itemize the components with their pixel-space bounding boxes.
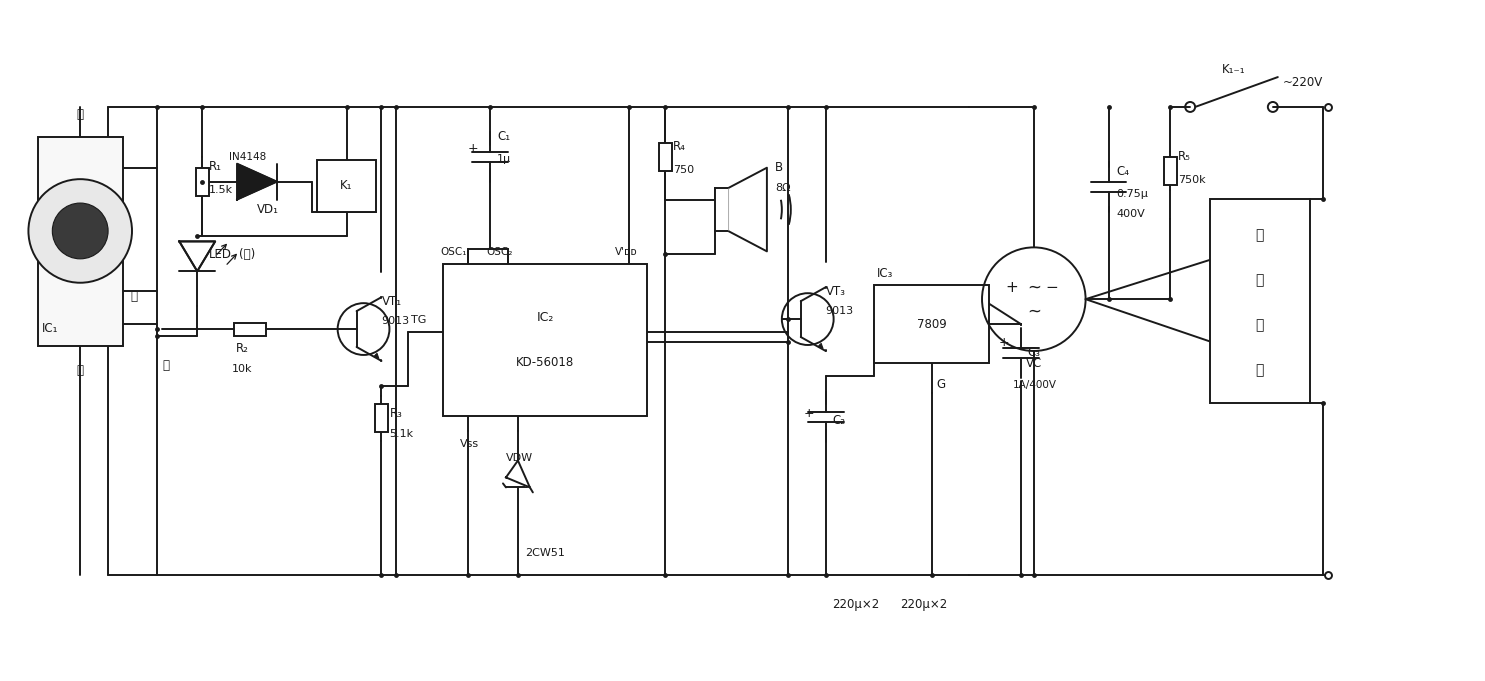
Text: +: +: [468, 142, 478, 155]
Text: Vss: Vss: [460, 439, 480, 449]
Text: IC₂: IC₂: [536, 311, 554, 323]
Text: +: +: [803, 407, 814, 420]
Text: 10k: 10k: [232, 364, 252, 374]
Text: OSC₁: OSC₁: [440, 247, 466, 257]
Text: V'ᴅᴅ: V'ᴅᴅ: [615, 247, 637, 257]
Text: IC₁: IC₁: [42, 321, 58, 334]
Text: 0.75μ: 0.75μ: [1117, 189, 1148, 199]
Text: 1A/400V: 1A/400V: [1013, 380, 1057, 390]
Text: 红: 红: [77, 108, 83, 121]
Text: 执: 执: [1256, 228, 1264, 242]
Text: OSC₂: OSC₂: [486, 247, 512, 257]
Bar: [235, 323, 266, 336]
Text: C₃: C₃: [1028, 347, 1041, 360]
Bar: [316, 160, 377, 212]
Polygon shape: [729, 168, 766, 251]
Bar: [1210, 199, 1310, 402]
Bar: [443, 264, 647, 415]
Text: 750: 750: [673, 165, 695, 175]
Text: VT₁: VT₁: [382, 295, 401, 308]
Text: K₁: K₁: [340, 179, 353, 192]
Bar: [659, 143, 671, 171]
Bar: [196, 168, 209, 195]
Bar: [1164, 157, 1176, 185]
Polygon shape: [506, 460, 530, 488]
Text: 220μ×2: 220μ×2: [832, 599, 879, 612]
Text: LED: LED: [209, 248, 232, 261]
Bar: [875, 285, 989, 363]
Text: VDW: VDW: [506, 452, 533, 462]
Text: (绿): (绿): [239, 248, 255, 261]
Bar: [716, 188, 729, 232]
Text: K₁₋₁: K₁₋₁: [1222, 63, 1244, 76]
Text: 行: 行: [1256, 273, 1264, 287]
Text: 5.1k: 5.1k: [389, 428, 413, 439]
Circle shape: [28, 179, 132, 283]
Text: 灰: 灰: [162, 360, 169, 373]
Text: 2CW51: 2CW51: [524, 548, 564, 558]
Text: VD₁: VD₁: [257, 203, 279, 216]
Text: C₁: C₁: [497, 130, 511, 143]
Text: R₃: R₃: [389, 407, 402, 420]
Text: 蓝: 蓝: [77, 364, 83, 377]
Text: VT₃: VT₃: [826, 285, 845, 298]
Text: VC: VC: [1026, 358, 1042, 370]
Text: 9013: 9013: [826, 306, 854, 316]
Text: +: +: [1005, 280, 1019, 295]
Text: R₂: R₂: [236, 343, 249, 355]
Text: 7809: 7809: [916, 317, 946, 330]
Text: C₂: C₂: [833, 414, 845, 427]
Text: 1.5k: 1.5k: [209, 185, 233, 195]
Text: 220μ×2: 220μ×2: [900, 599, 947, 612]
Circle shape: [52, 203, 108, 259]
Bar: [39, 137, 123, 346]
Text: ~220V: ~220V: [1283, 76, 1323, 89]
Text: R₄: R₄: [673, 140, 686, 153]
Polygon shape: [180, 241, 215, 271]
Text: 750k: 750k: [1178, 174, 1206, 185]
Text: KD-56018: KD-56018: [517, 356, 575, 369]
Bar: [376, 405, 388, 432]
Text: C₄: C₄: [1117, 165, 1130, 178]
Text: TG: TG: [411, 315, 426, 326]
Text: R₁: R₁: [209, 160, 223, 173]
Text: IC₃: IC₃: [876, 267, 892, 280]
Text: ~: ~: [1026, 279, 1041, 296]
Text: 1μ: 1μ: [497, 154, 511, 163]
Text: R₅: R₅: [1178, 151, 1191, 163]
Text: 400V: 400V: [1117, 208, 1145, 219]
Text: G: G: [937, 379, 946, 392]
Text: 9013: 9013: [382, 316, 410, 326]
Text: 8Ω: 8Ω: [775, 183, 790, 193]
Text: 件: 件: [1256, 363, 1264, 377]
Text: B: B: [775, 161, 783, 174]
Text: IN4148: IN4148: [229, 152, 266, 162]
Text: 机: 机: [1256, 318, 1264, 332]
Polygon shape: [238, 163, 276, 200]
Text: −: −: [1045, 280, 1059, 295]
Text: ~: ~: [1026, 302, 1041, 320]
Text: +: +: [999, 336, 1010, 349]
Text: 灰: 灰: [131, 289, 138, 302]
